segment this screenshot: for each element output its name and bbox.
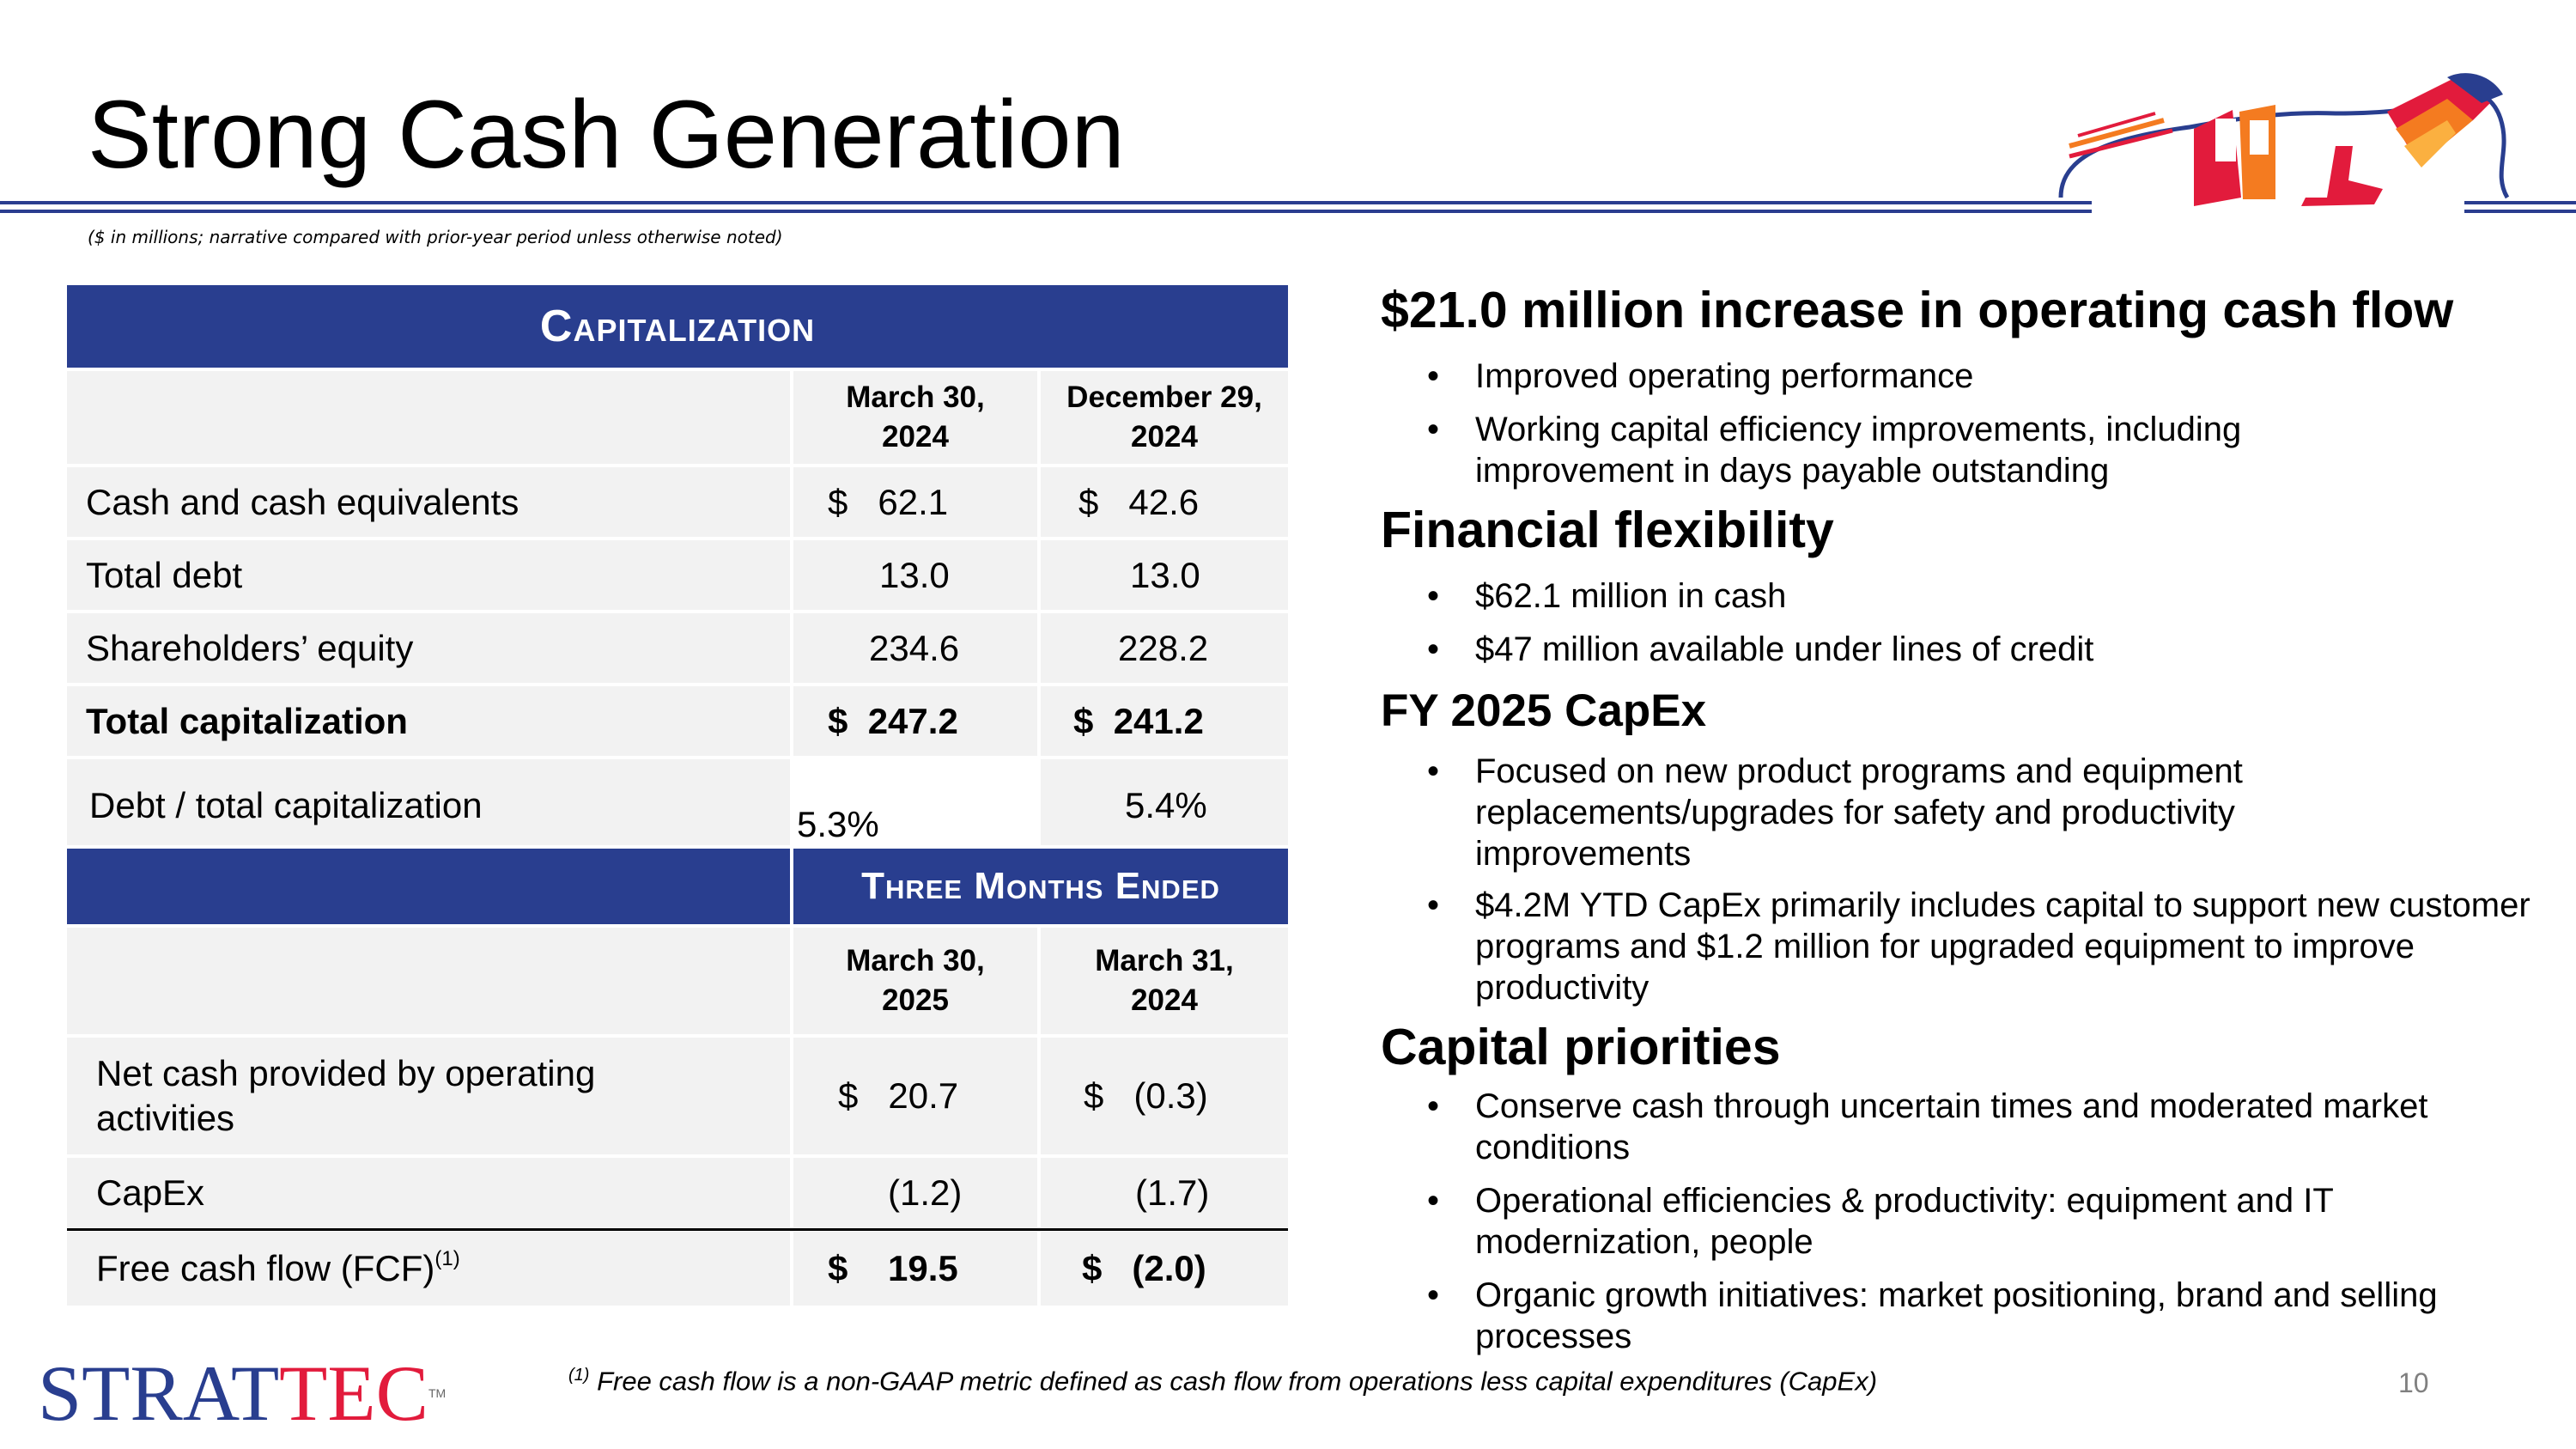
units-note: ($ in millions; narrative compared with … xyxy=(88,227,783,247)
footnote-marker: (1) xyxy=(568,1366,590,1385)
bullet-item: $4.2M YTD CapEx primarily includes capit… xyxy=(1427,885,2574,1008)
header-rule-top-right xyxy=(2464,201,2576,204)
section-heading: FY 2025 CapEx xyxy=(1381,685,1707,736)
bullet-item: Organic growth initiatives: market posit… xyxy=(1427,1275,2488,1357)
page-title: Strong Cash Generation xyxy=(88,81,1125,188)
tme-col-header-1: March 30, 2025 xyxy=(793,928,1037,1034)
cap-col-header-1: March 30, 2024 xyxy=(793,371,1037,464)
cap-row-label: Total capitalization xyxy=(67,686,790,756)
cap-row-value: $ 247.2 xyxy=(793,686,1037,756)
cap-row-label: Total debt xyxy=(67,540,790,610)
tme-row-value: (1.7) xyxy=(1041,1158,1288,1228)
cap-row-value: $ 42.6 xyxy=(1041,467,1288,537)
section-heading: $21.0 million increase in operating cash… xyxy=(1381,282,2454,338)
bullet-item: Improved operating performance xyxy=(1427,356,2574,397)
cap-header-label-cell xyxy=(67,371,790,464)
footnote-text: Free cash flow is a non-GAAP metric defi… xyxy=(589,1366,1878,1397)
tme-col-header-2: March 31, 2024 xyxy=(1041,928,1288,1034)
tme-row-value: $ (0.3) xyxy=(1041,1038,1288,1154)
fcf-divider xyxy=(67,1228,1288,1231)
cap-row-value: 228.2 xyxy=(1041,613,1288,683)
cap-row-value: 5.4% xyxy=(1041,759,1288,845)
cap-row-label: Shareholders’ equity xyxy=(67,613,790,683)
bullet-item: $47 million available under lines of cre… xyxy=(1427,629,2574,670)
fcf-label: Free cash flow (FCF) xyxy=(96,1248,435,1288)
tme-row-value: (1.2) xyxy=(793,1158,1037,1228)
header-rule-bottom xyxy=(0,210,2092,213)
three-months-ended-header: Three Months Ended xyxy=(793,849,1288,924)
header-rule-top xyxy=(0,201,2092,204)
page-number: 10 xyxy=(2398,1367,2429,1398)
tme-row-label: CapEx xyxy=(67,1158,790,1228)
section-heading: Capital priorities xyxy=(1381,1019,1781,1075)
logo-text-strat: STRAT xyxy=(38,1349,280,1437)
bullet-item: Working capital efficiency improvements,… xyxy=(1427,409,2420,491)
tme-row-value: $ 20.7 xyxy=(793,1038,1037,1154)
strattec-logo: STRATTECTM xyxy=(38,1350,446,1436)
tme-row-label: Free cash flow (FCF) (1) xyxy=(67,1232,790,1306)
cap-row-label: Cash and cash equivalents xyxy=(67,467,790,537)
trademark-mark: TM xyxy=(428,1386,447,1400)
header-rule-bottom-right xyxy=(2464,210,2576,213)
three-months-header-left xyxy=(67,849,790,924)
tme-row-value: $ 19.5 xyxy=(793,1232,1037,1306)
cap-row-value: 234.6 xyxy=(793,613,1037,683)
tme-header-label-cell xyxy=(67,928,790,1034)
cap-row-value: $ 62.1 xyxy=(793,467,1037,537)
cap-row-value: 13.0 xyxy=(1041,540,1288,610)
vehicle-door-logo-art xyxy=(2058,73,2510,206)
tme-row-value: $ (2.0) xyxy=(1041,1232,1288,1306)
bullet-item: Operational efficiencies & productivity:… xyxy=(1427,1180,2488,1263)
cap-row-value: 13.0 xyxy=(793,540,1037,610)
cap-col-header-2: December 29, 2024 xyxy=(1041,371,1288,464)
bullet-item: Conserve cash through uncertain times an… xyxy=(1427,1086,2566,1168)
cap-row-value: 5.3% xyxy=(793,759,1037,845)
bullet-item: $62.1 million in cash xyxy=(1427,575,2574,617)
section-heading: Financial flexibility xyxy=(1381,502,1834,558)
tme-row-label: Net cash provided by operating activitie… xyxy=(67,1038,790,1154)
capitalization-header: Capitalization xyxy=(67,285,1288,368)
logo-text-tec: TEC xyxy=(279,1349,428,1437)
fcf-footnote-marker: (1) xyxy=(434,1247,460,1270)
cap-row-value: $ 241.2 xyxy=(1041,686,1288,756)
cap-row-label: Debt / total capitalization xyxy=(67,759,790,845)
bullet-item: Focused on new product programs and equi… xyxy=(1427,751,2385,874)
footnote: (1) Free cash flow is a non-GAAP metric … xyxy=(568,1366,1877,1397)
